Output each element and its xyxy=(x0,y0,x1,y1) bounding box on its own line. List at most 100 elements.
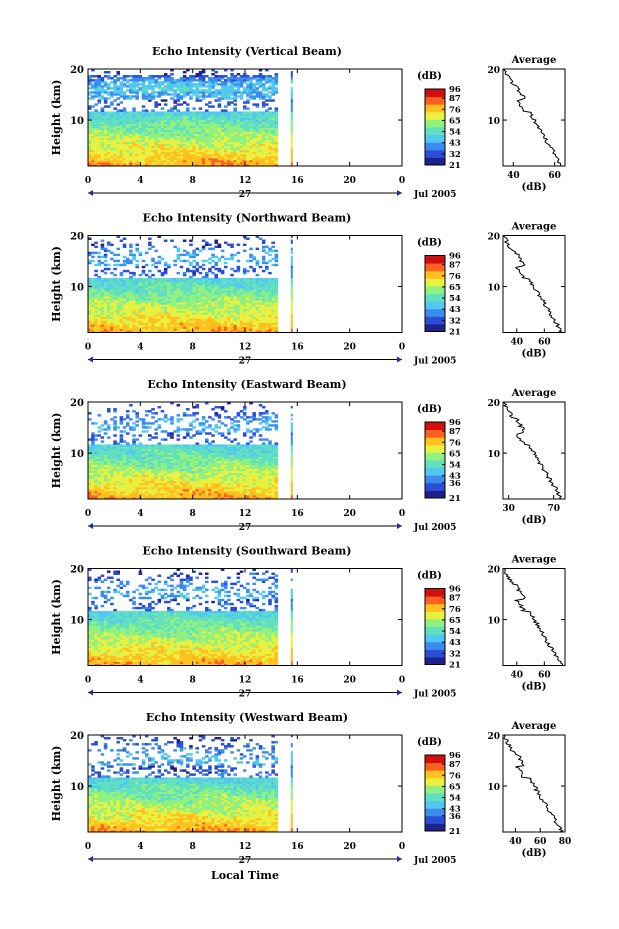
heatmap-cell xyxy=(138,75,143,78)
heatmap-cell xyxy=(116,296,121,299)
heatmap-cell xyxy=(189,304,193,307)
heatmap-cell xyxy=(255,312,260,315)
heatmap-cell xyxy=(220,81,225,84)
heatmap-cell xyxy=(116,263,121,267)
heatmap-cell xyxy=(217,310,222,313)
heatmap-cell xyxy=(246,75,250,78)
heatmap-cell xyxy=(157,324,162,327)
heatmap-cell xyxy=(113,304,117,307)
heatmap-cell xyxy=(236,135,241,139)
heatmap-cell xyxy=(230,318,234,321)
heatmap-cell xyxy=(189,115,193,118)
heatmap-cell xyxy=(211,123,215,126)
heatmap-cell xyxy=(122,115,127,118)
heatmap-cell xyxy=(271,326,275,329)
colorbar-segment xyxy=(425,96,445,99)
heatmap-cell xyxy=(125,145,130,149)
heatmap-cell xyxy=(110,161,114,165)
heatmap-cell xyxy=(208,151,212,155)
heatmap-cell xyxy=(211,306,215,309)
heatmap-cell xyxy=(246,135,250,139)
heatmap-cell xyxy=(160,310,165,313)
heatmap-cell xyxy=(154,149,158,153)
heatmap-cell xyxy=(122,306,127,309)
heatmap-cell xyxy=(271,306,275,309)
heatmap-cell xyxy=(116,141,121,145)
heatmap-cell xyxy=(148,316,152,319)
heatmap-cell xyxy=(100,139,105,143)
heatmap-cell xyxy=(230,137,234,141)
heatmap-cell xyxy=(176,306,181,309)
heatmap-cell xyxy=(91,318,95,321)
colorbar-segment xyxy=(425,92,445,96)
heatmap-cell xyxy=(233,113,237,116)
heatmap-cell xyxy=(189,85,193,88)
heatmap-cell xyxy=(132,153,136,157)
heatmap-column xyxy=(290,302,293,305)
heatmap-cell xyxy=(132,306,136,309)
heatmap-cell xyxy=(220,255,225,259)
heatmap-cell xyxy=(271,131,275,135)
heatmap-cell xyxy=(192,302,196,305)
heatmap-cell xyxy=(170,111,174,114)
heatmap-cell xyxy=(151,314,155,317)
heatmap-cell xyxy=(242,107,247,110)
heatmap-cell xyxy=(94,103,98,106)
heatmap-cell xyxy=(217,155,222,159)
colorbar-segment xyxy=(425,89,445,92)
heatmap-cell xyxy=(274,109,279,112)
heatmap-cell xyxy=(201,161,206,165)
heatmap-cell xyxy=(97,312,102,315)
heatmap-cell xyxy=(230,324,234,327)
heatmap-cell xyxy=(252,83,256,86)
heatmap-cell xyxy=(261,89,266,92)
heatmap-cell xyxy=(103,277,108,281)
heatmap-cell xyxy=(132,300,136,303)
heatmap-cell xyxy=(236,141,241,145)
heatmap-cell xyxy=(211,153,215,157)
colorbar-tick-label: 76 xyxy=(449,272,461,282)
heatmap-cell xyxy=(198,141,203,145)
heatmap-cell xyxy=(236,320,241,323)
heatmap-cell xyxy=(144,296,149,299)
heatmap-cell xyxy=(154,145,158,149)
heatmap-cell xyxy=(148,269,152,273)
heatmap-cell xyxy=(163,127,168,131)
heatmap-cell xyxy=(242,111,247,114)
heatmap-cell xyxy=(261,239,266,242)
heatmap-cell xyxy=(236,119,241,122)
heatmap-cell xyxy=(227,135,231,139)
heatmap-cell xyxy=(227,87,231,90)
heatmap-cell xyxy=(119,298,124,301)
heatmap-cell xyxy=(261,155,266,159)
heatmap-cell xyxy=(110,326,114,329)
colorbar-segment xyxy=(425,100,445,103)
heatmap-cell xyxy=(170,129,174,133)
heatmap-cell xyxy=(110,324,114,327)
heatmap-cell xyxy=(148,141,152,145)
heatmap-column xyxy=(290,153,293,157)
heatmap-cell xyxy=(261,95,266,98)
heatmap-cell xyxy=(119,121,124,124)
heatmap-cell xyxy=(157,87,162,90)
heatmap-cell xyxy=(173,328,177,331)
heatmap-cell xyxy=(195,316,200,319)
heatmap-cell xyxy=(125,89,130,92)
heatmap-cell xyxy=(182,161,187,165)
heatmap-column xyxy=(290,113,293,116)
heatmap-cell xyxy=(223,145,228,149)
heatmap-cell xyxy=(154,75,158,78)
heatmap-cell xyxy=(236,265,241,269)
heatmap-cell xyxy=(106,111,111,114)
heatmap-cell xyxy=(208,161,212,165)
heatmap-cell xyxy=(113,314,117,317)
heatmap-cell xyxy=(116,149,121,153)
heatmap-cell xyxy=(201,145,206,149)
heatmap-cell xyxy=(195,127,200,131)
heatmap-cell xyxy=(154,308,158,311)
heatmap-cell xyxy=(192,310,196,313)
heatmap-cell xyxy=(192,300,196,303)
heatmap-cell xyxy=(252,77,256,80)
heatmap-cell xyxy=(223,139,228,143)
colorbar-tick-label: 21 xyxy=(449,161,461,171)
